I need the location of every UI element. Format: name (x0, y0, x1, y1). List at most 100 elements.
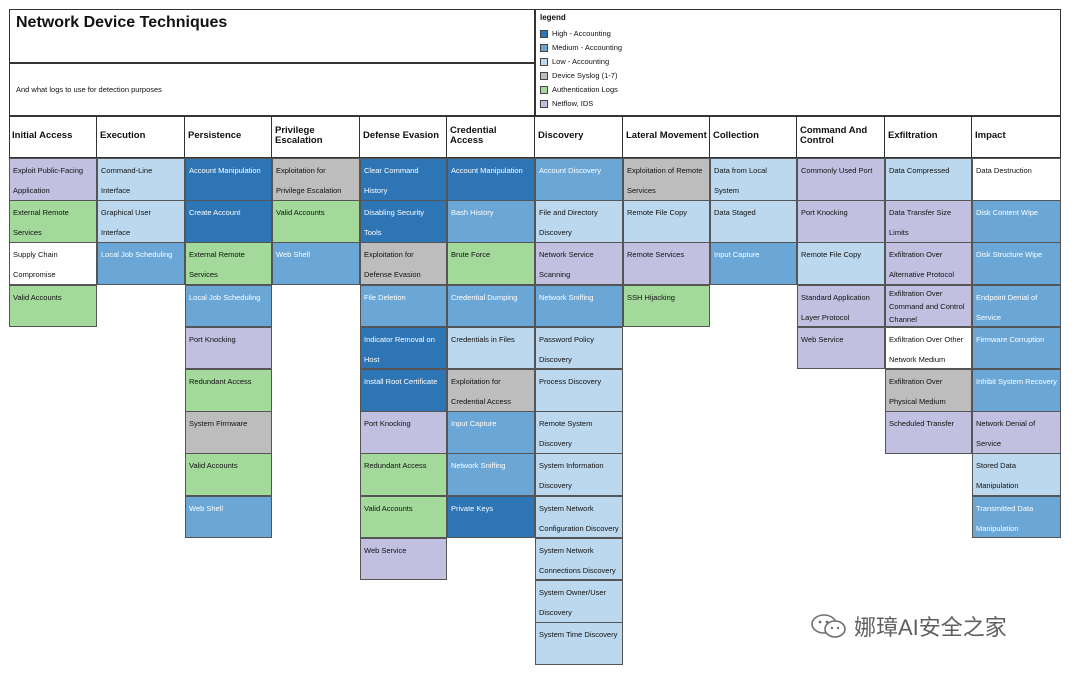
technique-cell: Password Policy Discovery (535, 326, 623, 370)
tactic-header: Exfiltration (885, 116, 972, 158)
technique-cell: Exfiltration Over Other Network Medium (885, 326, 972, 370)
watermark: 娜璋AI安全之家 (810, 610, 1007, 642)
technique-cell: System Time Discovery (535, 622, 623, 665)
technique-cell: Port Knocking (797, 200, 885, 243)
technique-cell: Endpoint Denial of Service (972, 284, 1061, 328)
technique-cell: Web Shell (272, 242, 360, 286)
technique-cell: SSH Hijacking (623, 284, 710, 328)
technique-cell: Data Transfer Size Limits (885, 200, 972, 243)
tactic-header: Command And Control (797, 116, 885, 158)
legend-swatch (540, 85, 548, 94)
technique-cell: Process Discovery (535, 369, 623, 412)
legend-item: Low - Accounting (540, 57, 609, 66)
title-box: Network Device Techniques (9, 9, 535, 63)
legend-label: Low - Accounting (552, 57, 610, 66)
technique-cell: Remote File Copy (797, 242, 885, 286)
technique-cell: File Deletion (360, 284, 447, 328)
technique-cell: Private Keys (447, 495, 535, 539)
subtitle-box: And what logs to use for detection purpo… (9, 63, 535, 116)
tactic-header: Initial Access (9, 116, 97, 158)
legend-swatch (540, 29, 548, 38)
technique-cell: Data from Local System (710, 158, 797, 201)
technique-cell: Valid Accounts (360, 495, 447, 539)
technique-cell: Indicator Removal on Host (360, 326, 447, 370)
legend-label: Medium - Accounting (552, 43, 623, 52)
technique-cell: Local Job Scheduling (185, 284, 272, 328)
legend-item: High - Accounting (540, 29, 611, 38)
technique-cell: Brute Force (447, 242, 535, 286)
legend-item: Authentication Logs (540, 85, 618, 94)
technique-cell: Standard Application Layer Protocol (797, 284, 885, 328)
tactic-header: Execution (97, 116, 185, 158)
technique-cell: System Information Discovery (535, 453, 623, 497)
technique-cell: Disk Content Wipe (972, 200, 1061, 243)
technique-cell: System Firmware (185, 411, 272, 454)
technique-cell: Scheduled Transfer (885, 411, 972, 454)
technique-cell: Data Staged (710, 200, 797, 243)
legend-label: Authentication Logs (552, 85, 618, 94)
technique-cell: External Remote Services (185, 242, 272, 286)
legend-item: Device Syslog (1-7) (540, 71, 617, 80)
technique-cell: Disabling Security Tools (360, 200, 447, 243)
wechat-icon (811, 614, 846, 638)
technique-cell: Supply Chain Compromise (9, 242, 97, 286)
watermark-text: 娜璋AI安全之家 (854, 615, 1007, 640)
technique-cell: File and Directory Discovery (535, 200, 623, 243)
technique-cell: Create Account (185, 200, 272, 243)
technique-cell: Web Service (360, 537, 447, 581)
technique-cell: Firmware Corruption (972, 326, 1061, 370)
legend-title: legend (540, 13, 566, 22)
technique-cell: Commonly Used Port (797, 158, 885, 201)
technique-cell: Network Sniffing (535, 284, 623, 328)
technique-cell: Clear Command History (360, 158, 447, 201)
technique-cell: Network Sniffing (447, 453, 535, 497)
technique-cell: Command-Line Interface (97, 158, 185, 201)
page-subtitle: And what logs to use for detection purpo… (16, 85, 162, 94)
technique-cell: Account Discovery (535, 158, 623, 201)
technique-cell: Credentials in Files (447, 326, 535, 370)
technique-cell: Exfiltration Over Physical Medium (885, 369, 972, 412)
technique-cell: Web Service (797, 326, 885, 370)
technique-cell: Account Manipulation (447, 158, 535, 201)
technique-cell: Disk Structure Wipe (972, 242, 1061, 286)
tactic-header: Discovery (535, 116, 623, 158)
technique-cell: Transmitted Data Manipulation (972, 495, 1061, 539)
technique-cell: Account Manipulation (185, 158, 272, 201)
technique-cell: Remote Services (623, 242, 710, 286)
legend-label: Netflow, IDS (552, 99, 594, 108)
technique-cell: Exploitation for Defense Evasion (360, 242, 447, 286)
tactic-header: Credential Access (447, 116, 535, 158)
technique-cell: Valid Accounts (185, 453, 272, 497)
technique-cell: System Network Configuration Discovery (535, 495, 623, 539)
legend-item: Netflow, IDS (540, 99, 593, 108)
technique-cell: Input Capture (710, 242, 797, 286)
legend-label: Device Syslog (1-7) (552, 71, 618, 80)
technique-cell: Redundant Access (185, 369, 272, 412)
technique-cell: Exfiltration Over Alternative Protocol (885, 242, 972, 286)
technique-cell: Port Knocking (360, 411, 447, 454)
technique-cell: Input Capture (447, 411, 535, 454)
tactic-header: Defense Evasion (360, 116, 447, 158)
technique-cell: Credential Dumping (447, 284, 535, 328)
technique-cell: Inhibit System Recovery (972, 369, 1061, 412)
technique-cell: Redundant Access (360, 453, 447, 497)
tactic-header: Collection (710, 116, 797, 158)
technique-cell: Exploitation for Credential Access (447, 369, 535, 412)
technique-cell: Stored Data Manipulation (972, 453, 1061, 497)
technique-cell: System Network Connections Discovery (535, 537, 623, 581)
legend: legend High - Accounting Medium - Account… (535, 9, 1061, 116)
legend-label: High - Accounting (552, 29, 611, 38)
technique-cell: Web Shell (185, 495, 272, 539)
technique-cell: Exfiltration Over Command and Control Ch… (885, 284, 972, 328)
technique-cell: Data Destruction (972, 158, 1061, 201)
technique-cell: Network Service Scanning (535, 242, 623, 286)
legend-item: Medium - Accounting (540, 43, 622, 52)
technique-cell: Local Job Scheduling (97, 242, 185, 286)
technique-cell: Install Root Certificate (360, 369, 447, 412)
technique-cell: External Remote Services (9, 200, 97, 243)
technique-cell: Data Compressed (885, 158, 972, 201)
technique-cell: Valid Accounts (9, 284, 97, 328)
technique-cell: Bash History (447, 200, 535, 243)
technique-cell: Exploitation for Privilege Escalation (272, 158, 360, 201)
technique-cell: Exploit Public-Facing Application (9, 158, 97, 201)
